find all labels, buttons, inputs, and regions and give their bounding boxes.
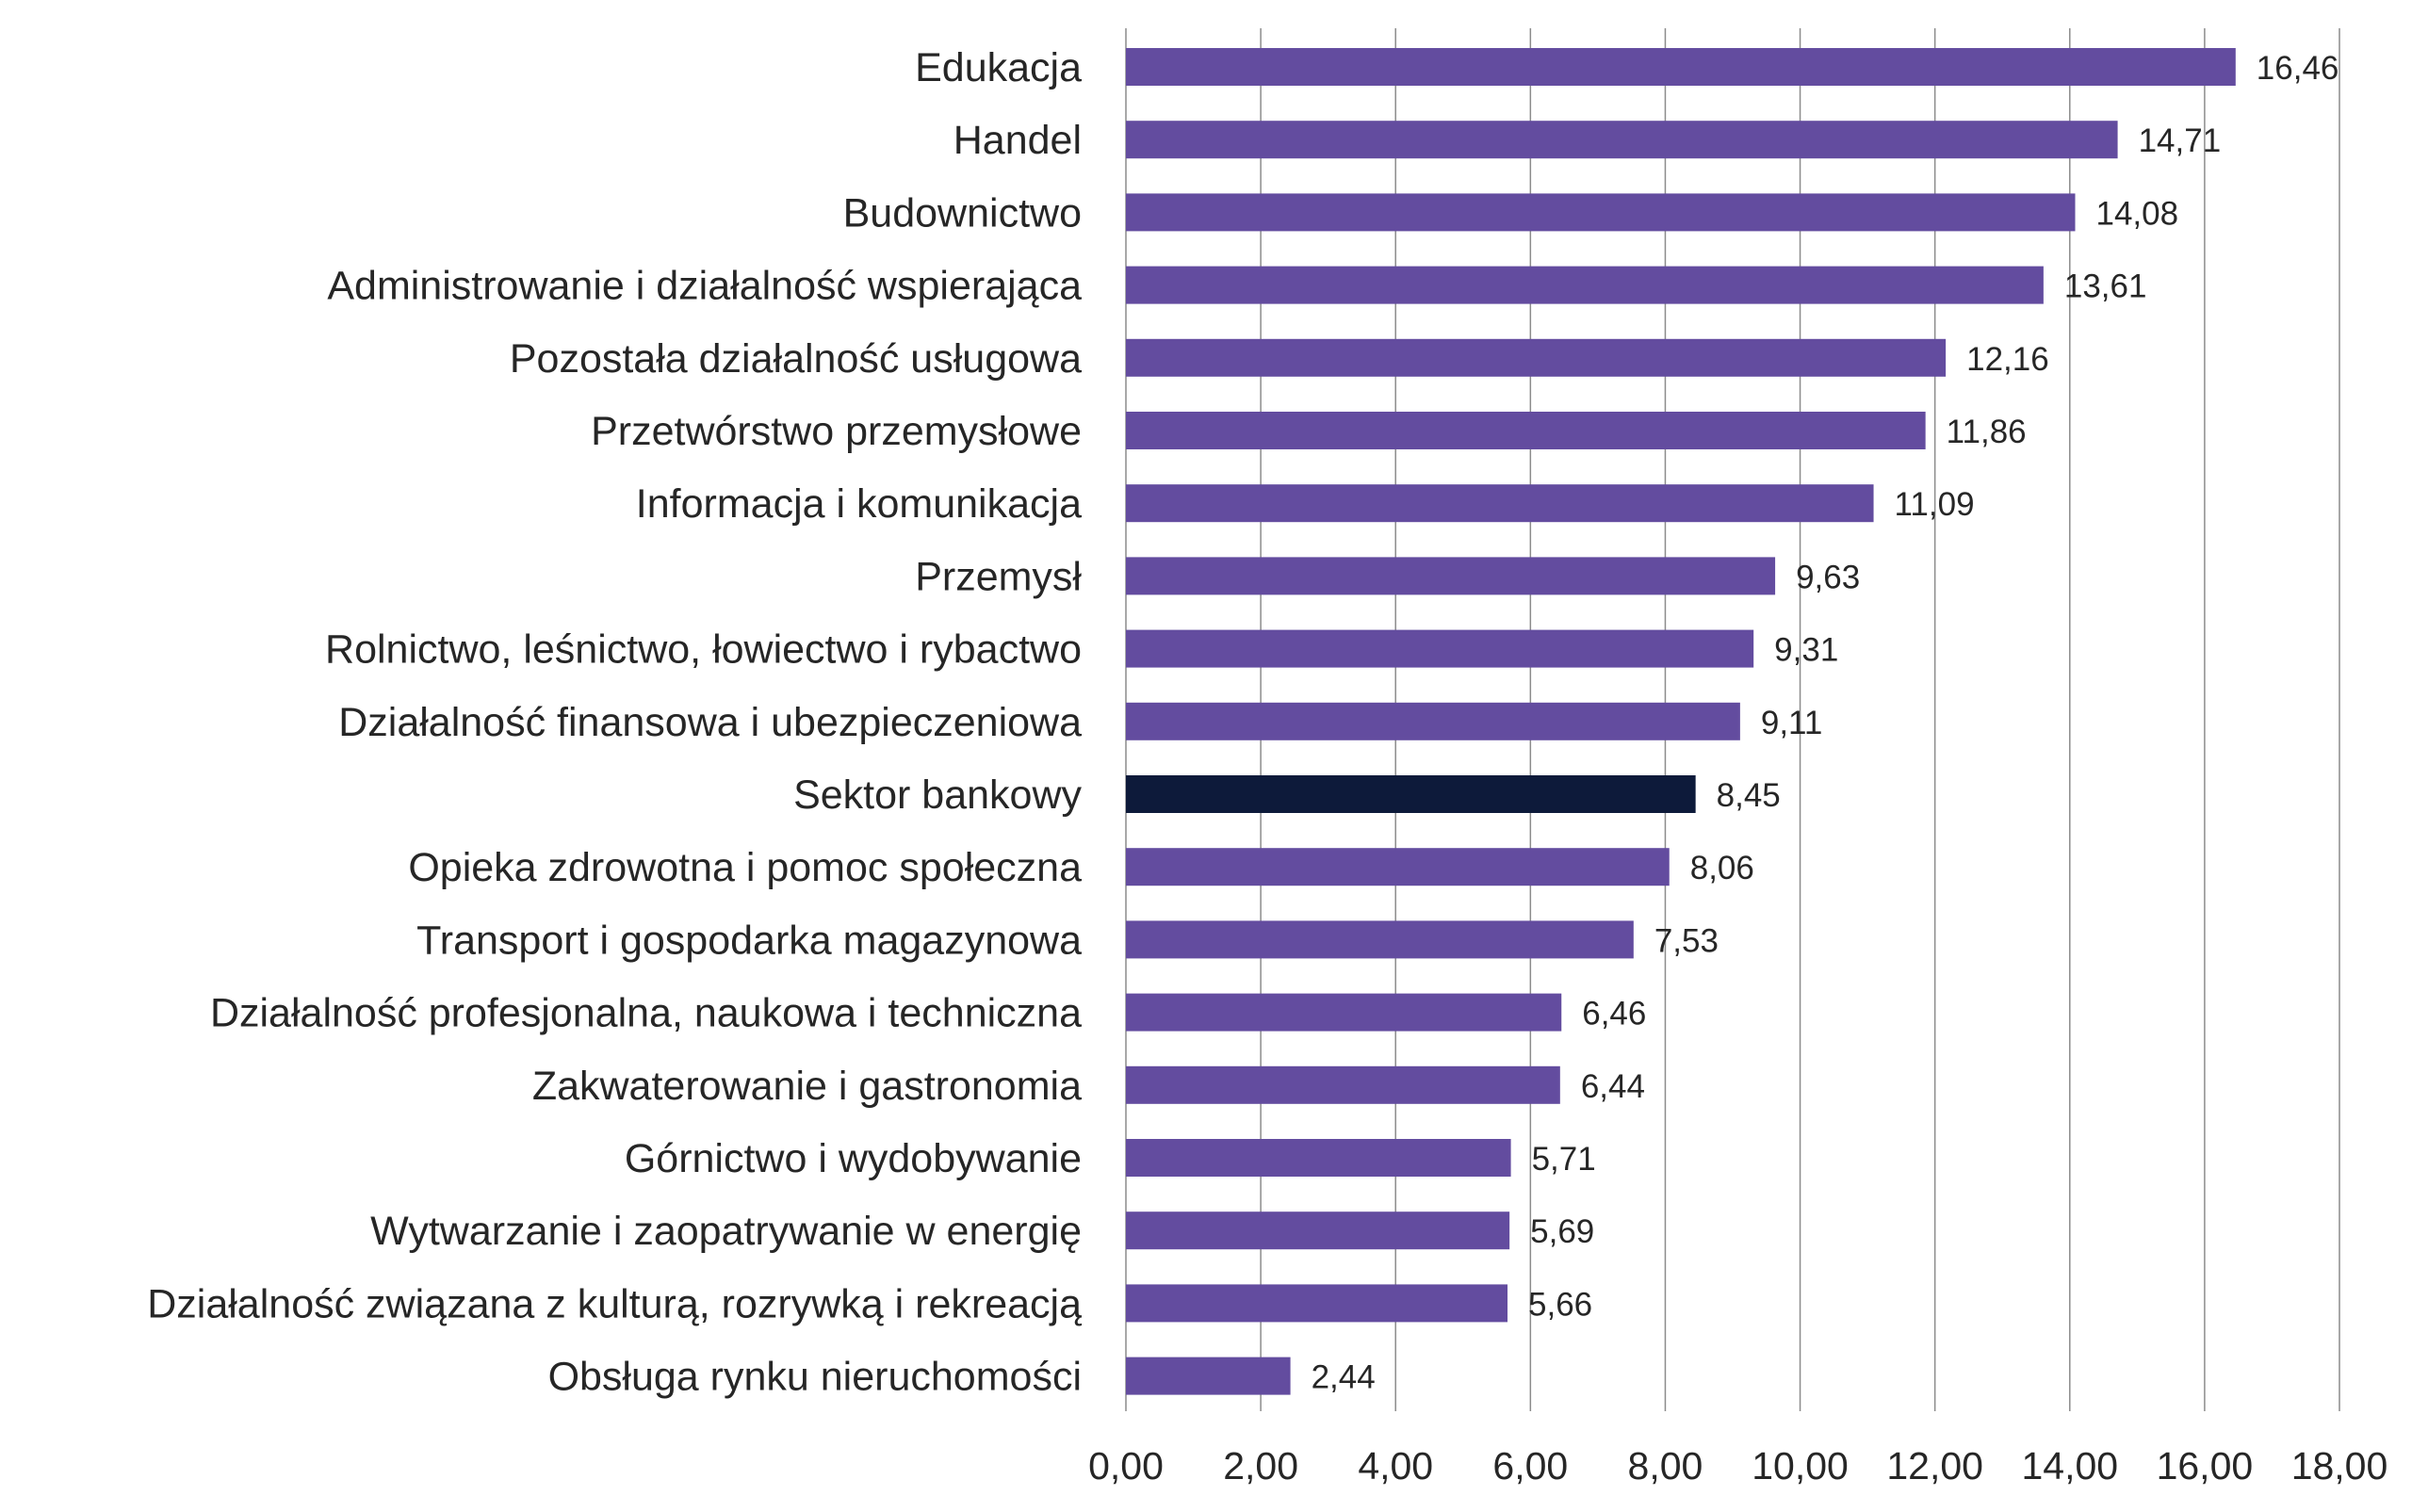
bar: [1126, 1065, 1560, 1104]
bar: [1126, 993, 1562, 1032]
bar: [1126, 266, 2044, 304]
x-tick-label: 14,00: [2021, 1444, 2118, 1488]
bar: [1126, 121, 2118, 159]
data-label: 13,61: [2064, 268, 2147, 305]
category-label: Górnictwo i wydobywanie: [625, 1136, 1082, 1181]
category-label: Działalność profesjonalna, naukowa i tec…: [210, 991, 1082, 1036]
bar: [1126, 484, 1874, 523]
data-label: 16,46: [2257, 50, 2339, 87]
category-label: Działalność finansowa i ubezpieczeniowa: [338, 700, 1082, 745]
bar: [1126, 1211, 1510, 1250]
data-label: 14,08: [2096, 195, 2179, 232]
data-label: 9,31: [1774, 632, 1838, 669]
bar: [1126, 920, 1634, 959]
bar: [1126, 629, 1754, 668]
x-tick-label: 4,00: [1358, 1444, 1433, 1488]
data-label: 11,09: [1895, 486, 1975, 523]
x-tick-label: 18,00: [2291, 1444, 2388, 1488]
bar: [1126, 48, 2236, 86]
data-label: 6,44: [1581, 1068, 1645, 1105]
category-label: Sektor bankowy: [793, 772, 1082, 818]
category-label: Przemysł: [915, 554, 1082, 599]
x-tick-label: 12,00: [1886, 1444, 1983, 1488]
bars: [1126, 48, 2236, 1395]
bar: [1126, 1284, 1508, 1323]
category-label: Działalność związana z kulturą, rozrywką…: [147, 1281, 1082, 1326]
x-tick-label: 10,00: [1752, 1444, 1849, 1488]
category-label: Edukacja: [915, 45, 1082, 90]
category-label: Przetwórstwo przemysłowe: [591, 409, 1082, 454]
bar: [1126, 338, 1947, 377]
data-label: 9,11: [1761, 705, 1823, 741]
x-tick-label: 0,00: [1088, 1444, 1164, 1488]
category-label: Budownictwo: [843, 190, 1082, 236]
category-label: Opieka zdrowotna i pomoc społeczna: [408, 845, 1082, 890]
data-label: 5,69: [1530, 1213, 1594, 1250]
x-axis-tick-labels: 0,00 2,00 4,00 6,00 8,00 10,00 12,00 14,00 16,00…: [1088, 1444, 2388, 1488]
bar: [1126, 702, 1740, 740]
bar: [1126, 193, 2076, 232]
x-tick-label: 2,00: [1223, 1444, 1298, 1488]
category-label: Rolnictwo, leśnictwo, łowiectwo i rybact…: [325, 627, 1082, 673]
category-label: Informacja i komunikacja: [636, 481, 1082, 527]
category-labels: Edukacja Handel Budownictwo Administrowanie…: [147, 45, 1082, 1400]
data-label: 5,71: [1532, 1141, 1596, 1178]
data-label: 7,53: [1654, 922, 1719, 959]
category-label: Obsługa rynku nieruchomości: [548, 1355, 1082, 1400]
data-label: 11,86: [1947, 414, 2027, 450]
bar: [1126, 412, 1926, 449]
x-tick-label: 16,00: [2157, 1444, 2254, 1488]
x-tick-label: 8,00: [1628, 1444, 1703, 1488]
bar: [1126, 1139, 1511, 1177]
x-tick-label: 6,00: [1492, 1444, 1568, 1488]
category-label: Administrowanie i działalność wspierając…: [327, 264, 1082, 309]
data-label: 2,44: [1312, 1359, 1376, 1396]
category-label: Zakwaterowanie i gastronomia: [532, 1064, 1082, 1109]
data-label: 5,66: [1528, 1286, 1592, 1323]
category-label: Wytwarzanie i zaopatrywanie w energię: [370, 1209, 1082, 1254]
data-label: 12,16: [1966, 341, 2049, 378]
bar: [1126, 557, 1776, 595]
data-label: 14,71: [2139, 122, 2222, 159]
data-label: 6,46: [1582, 996, 1646, 1032]
data-label: 9,63: [1796, 559, 1860, 595]
bar: [1126, 1357, 1291, 1395]
category-label: Transport i gospodarka magazynowa: [416, 918, 1082, 963]
bar: [1126, 848, 1670, 886]
data-label: 8,45: [1717, 777, 1781, 814]
category-label: Pozostała działalność usługowa: [510, 336, 1082, 382]
data-label: 8,06: [1690, 850, 1754, 886]
category-label: Handel: [953, 118, 1082, 163]
bar-highlighted: [1126, 775, 1696, 813]
value-labels: 16,46 14,71 14,08 13,61 12,16 11,86 11,09 9,63 9…: [1312, 50, 2339, 1396]
